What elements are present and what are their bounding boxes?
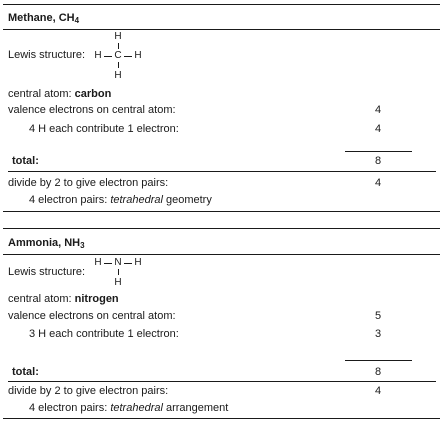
ammonia-section-bottom-rule bbox=[3, 418, 440, 419]
ammonia-atom-left: H bbox=[94, 257, 102, 268]
methane-bond-right bbox=[124, 56, 132, 57]
methane-valence-label: valence electrons on central atom: bbox=[8, 104, 176, 116]
methane-geometry-suffix: geometry bbox=[162, 194, 212, 206]
ammonia-valence-label: valence electrons on central atom: bbox=[8, 310, 176, 322]
ammonia-total-rule bbox=[8, 381, 436, 382]
ammonia-atom-right: H bbox=[134, 257, 142, 268]
methane-bond-bottom bbox=[118, 62, 119, 68]
ammonia-total-value: 8 bbox=[374, 366, 382, 378]
methane-total-label: total: bbox=[12, 155, 39, 167]
methane-contribution-value: 4 bbox=[374, 123, 382, 135]
methane-central-atom-value: carbon bbox=[74, 88, 112, 100]
ammonia-title-name: Ammonia, NH bbox=[8, 237, 81, 249]
methane-contribution-label: 4 H each contribute 1 electron: bbox=[29, 123, 179, 135]
ammonia-central-atom: central atom: nitrogen bbox=[8, 293, 119, 306]
ammonia-lewis-label: Lewis structure: bbox=[8, 266, 86, 278]
ammonia-valence-value: 5 bbox=[374, 310, 382, 322]
methane-atom-center: C bbox=[114, 50, 122, 61]
ammonia-geometry-suffix: arrangement bbox=[162, 402, 229, 414]
methane-valence-value: 4 bbox=[374, 104, 382, 116]
methane-atom-top: H bbox=[114, 31, 122, 42]
methane-title-rule bbox=[3, 29, 440, 30]
ammonia-atom-bottom: H bbox=[114, 277, 122, 288]
ammonia-central-atom-label: central atom: bbox=[8, 293, 72, 305]
ammonia-title-subscript: 3 bbox=[80, 241, 85, 250]
methane-title-subscript: 4 bbox=[74, 16, 80, 25]
ammonia-sum-rule bbox=[345, 360, 412, 361]
methane-geometry: 4 electron pairs: tetrahedral geometry bbox=[29, 194, 212, 207]
section-top-rule bbox=[3, 228, 440, 229]
ammonia-bond-left bbox=[104, 263, 112, 264]
methane-section-bottom-rule bbox=[3, 211, 440, 212]
ammonia-divide-value: 4 bbox=[374, 385, 382, 397]
methane-title: Methane, CH4 bbox=[8, 12, 79, 25]
methane-central-atom-label: central atom: bbox=[8, 88, 72, 100]
ammonia-title-rule bbox=[3, 254, 440, 255]
methane-atom-right: H bbox=[134, 50, 142, 61]
ammonia-bond-bottom bbox=[118, 269, 119, 275]
ammonia-atom-center: N bbox=[114, 257, 122, 268]
section-top-rule bbox=[3, 4, 440, 5]
methane-bond-left bbox=[104, 56, 112, 57]
ammonia-geometry-shape: tetrahedral bbox=[110, 402, 163, 414]
ammonia-central-atom-value: nitrogen bbox=[74, 293, 119, 305]
methane-total-rule bbox=[8, 171, 436, 172]
ammonia-contribution-label: 3 H each contribute 1 electron: bbox=[29, 328, 179, 340]
methane-central-atom: central atom: carbon bbox=[8, 88, 111, 101]
methane-divide-label: divide by 2 to give electron pairs: bbox=[8, 177, 169, 189]
methane-atom-left: H bbox=[94, 50, 102, 61]
methane-total-value: 8 bbox=[374, 155, 382, 167]
methane-lewis-label: Lewis structure: bbox=[8, 49, 86, 61]
methane-bond-top bbox=[118, 43, 119, 49]
ammonia-geometry-prefix: 4 electron pairs: bbox=[29, 402, 111, 414]
ammonia-title: Ammonia, NH3 bbox=[8, 237, 85, 250]
methane-geometry-prefix: 4 electron pairs: bbox=[29, 194, 111, 206]
methane-divide-value: 4 bbox=[374, 177, 382, 189]
ammonia-bond-right bbox=[124, 263, 132, 264]
ammonia-divide-label: divide by 2 to give electron pairs: bbox=[8, 385, 169, 397]
methane-sum-rule bbox=[345, 151, 412, 152]
methane-title-name: Methane, CH bbox=[8, 12, 75, 24]
ammonia-total-label: total: bbox=[12, 366, 39, 378]
methane-geometry-shape: tetrahedral bbox=[110, 194, 163, 206]
methane-atom-bottom: H bbox=[114, 70, 122, 81]
ammonia-geometry: 4 electron pairs: tetrahedral arrangemen… bbox=[29, 402, 228, 415]
ammonia-contribution-value: 3 bbox=[374, 328, 382, 340]
